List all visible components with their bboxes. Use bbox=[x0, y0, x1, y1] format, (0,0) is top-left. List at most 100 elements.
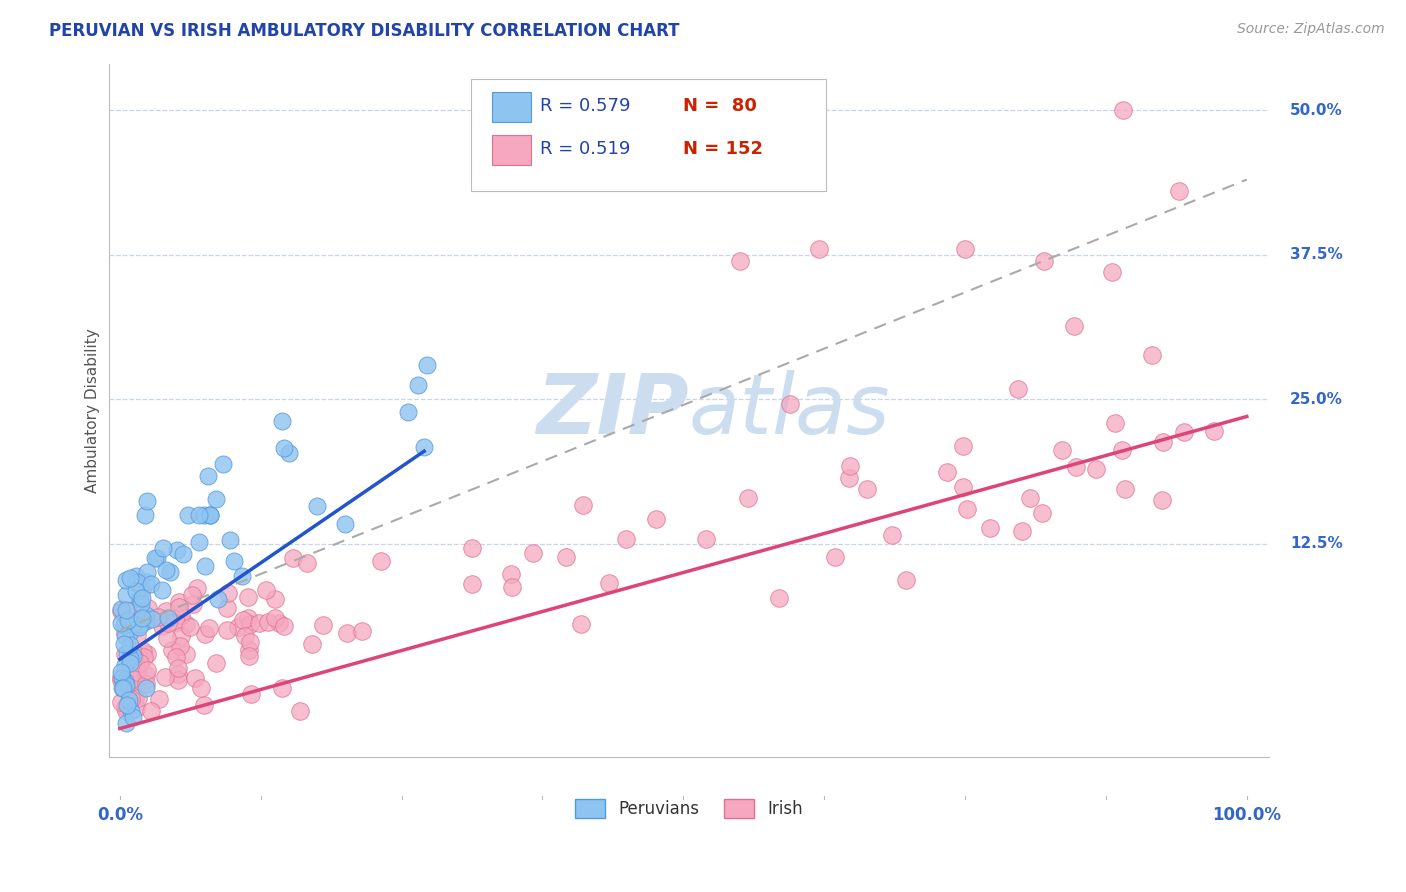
Point bbox=[157, 615, 180, 630]
Point bbox=[128, 620, 150, 634]
Point bbox=[270, 681, 292, 695]
Point bbox=[118, 650, 141, 665]
Point bbox=[197, 468, 219, 483]
Point bbox=[122, 710, 145, 724]
Point bbox=[124, 671, 146, 685]
Point bbox=[267, 615, 290, 630]
Point bbox=[135, 681, 157, 695]
Point bbox=[194, 559, 217, 574]
Point bbox=[501, 580, 523, 594]
Point bbox=[127, 665, 149, 680]
Legend: Peruvians, Irish: Peruvians, Irish bbox=[575, 799, 803, 818]
Point bbox=[569, 617, 592, 632]
Point bbox=[118, 656, 141, 670]
Point bbox=[170, 608, 193, 623]
Point bbox=[181, 597, 204, 611]
Point bbox=[120, 669, 142, 683]
Point bbox=[838, 470, 860, 484]
Point bbox=[110, 615, 132, 630]
Point bbox=[231, 569, 253, 583]
Point bbox=[952, 439, 974, 453]
Point bbox=[122, 649, 145, 664]
Point bbox=[129, 591, 152, 606]
Point bbox=[1050, 442, 1073, 457]
Point bbox=[1140, 348, 1163, 362]
Point bbox=[215, 601, 238, 615]
Point bbox=[146, 551, 169, 566]
Point bbox=[110, 604, 132, 618]
Point bbox=[336, 625, 359, 640]
Text: ZIP: ZIP bbox=[536, 370, 689, 451]
Text: N = 152: N = 152 bbox=[683, 140, 763, 158]
Point bbox=[136, 663, 159, 677]
Point bbox=[236, 611, 259, 625]
Point bbox=[166, 673, 188, 688]
Point bbox=[110, 602, 132, 616]
Point bbox=[205, 492, 228, 507]
Text: R = 0.579: R = 0.579 bbox=[540, 96, 631, 115]
Point bbox=[273, 619, 295, 633]
Point bbox=[1168, 184, 1191, 198]
Point bbox=[839, 458, 862, 473]
Point bbox=[198, 508, 221, 522]
Point bbox=[114, 658, 136, 673]
Text: atlas: atlas bbox=[689, 370, 890, 451]
Point bbox=[779, 397, 801, 411]
Text: 0.0%: 0.0% bbox=[97, 806, 143, 824]
Point bbox=[1007, 382, 1029, 396]
Point bbox=[238, 643, 260, 657]
Point bbox=[120, 638, 142, 652]
Point bbox=[190, 681, 212, 695]
Point bbox=[172, 547, 194, 561]
Point bbox=[174, 647, 197, 661]
Point bbox=[148, 692, 170, 706]
Point bbox=[135, 493, 157, 508]
Point bbox=[406, 378, 429, 392]
Point bbox=[111, 681, 134, 695]
Point bbox=[176, 508, 198, 522]
Point bbox=[124, 664, 146, 678]
Point bbox=[896, 574, 918, 588]
Point bbox=[129, 616, 152, 631]
Point bbox=[218, 533, 240, 548]
Point bbox=[952, 480, 974, 494]
Point bbox=[193, 508, 215, 522]
Point bbox=[232, 614, 254, 628]
Point bbox=[120, 691, 142, 706]
Point bbox=[555, 550, 578, 565]
Point bbox=[170, 629, 193, 643]
Point bbox=[118, 651, 141, 665]
Point bbox=[114, 602, 136, 616]
Point bbox=[125, 627, 148, 641]
Point bbox=[181, 588, 204, 602]
Point bbox=[283, 550, 305, 565]
Point bbox=[125, 574, 148, 589]
Text: 50.0%: 50.0% bbox=[1291, 103, 1343, 118]
Point bbox=[125, 569, 148, 583]
Point bbox=[186, 581, 208, 595]
Point bbox=[239, 688, 262, 702]
Point bbox=[150, 582, 173, 597]
Point bbox=[236, 590, 259, 604]
Point bbox=[264, 610, 287, 624]
Point bbox=[115, 574, 138, 588]
Point bbox=[1011, 524, 1033, 538]
Point bbox=[135, 614, 157, 628]
Point bbox=[125, 583, 148, 598]
Point bbox=[499, 567, 522, 582]
Point bbox=[956, 501, 979, 516]
Point bbox=[193, 698, 215, 712]
Point bbox=[288, 704, 311, 718]
Point bbox=[131, 591, 153, 606]
Text: R = 0.519: R = 0.519 bbox=[540, 140, 631, 158]
Point bbox=[132, 650, 155, 665]
Point bbox=[737, 491, 759, 506]
Point bbox=[301, 636, 323, 650]
Point bbox=[194, 626, 217, 640]
Point bbox=[645, 512, 668, 526]
Point bbox=[184, 671, 207, 685]
Point bbox=[131, 582, 153, 596]
Point bbox=[187, 535, 209, 549]
Point bbox=[728, 253, 751, 268]
Point bbox=[114, 699, 136, 714]
